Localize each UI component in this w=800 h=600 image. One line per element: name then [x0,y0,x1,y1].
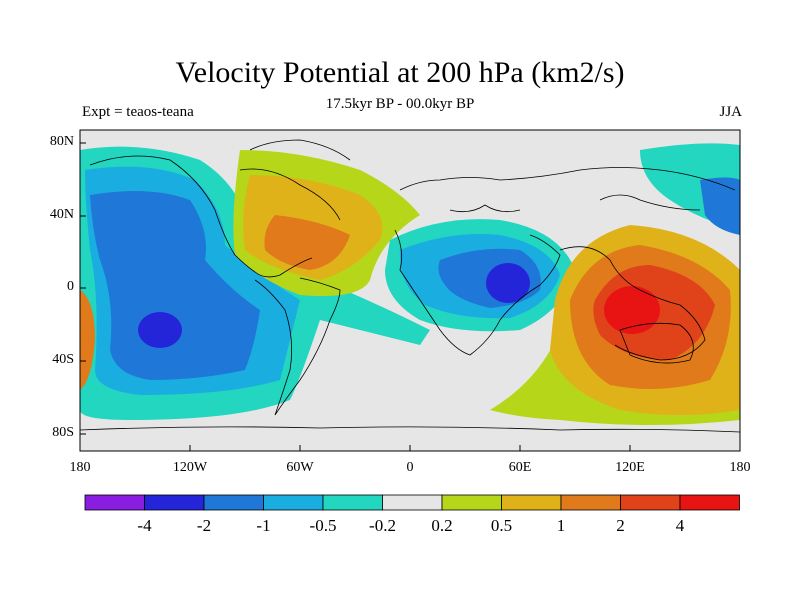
colorbar-swatch [84,494,145,511]
colorbar-swatch [144,494,205,511]
lon-tick-120e: 120E [615,460,645,475]
coastlines [80,139,740,433]
colorbar-swatch [560,494,621,511]
lon-tick-0: 0 [406,460,414,475]
africa-field-level-4 [486,263,530,303]
map-subtitle: 17.5kyr BP - 00.0kyr BP [325,96,475,112]
lat-tick-40n: 40N [49,207,74,222]
dateline-field [80,290,95,390]
pacific-field-level-4 [138,312,182,348]
colorbar-swatch [263,494,324,511]
colorbar-label: -1 [256,516,271,535]
pacific-field-level-3 [90,191,260,380]
colorbar-swatch [441,494,502,511]
lon-tick-60e: 60E [508,460,532,475]
map-field [80,130,740,451]
lat-tick-80s: 80S [52,425,74,440]
season-label: JJA [719,104,742,120]
lat-tick-40s: 40S [52,352,74,367]
colorbar-swatch [382,494,443,511]
axis-ticks [79,142,741,451]
lat-tick-80n: 80N [49,134,74,149]
colorbar [84,494,740,511]
maritime-field-level-4 [604,286,660,334]
lon-tick-180e: 180 [729,460,751,475]
map-title: Velocity Potential at 200 hPa (km2/s) [175,56,625,89]
colorbar-label: 0.2 [431,516,453,535]
colorbar-label: 4 [675,516,685,535]
lon-tick-180w: 180 [69,460,91,475]
colorbar-label: -2 [196,516,212,535]
experiment-label: Expt = teaos-teana [82,104,194,120]
colorbar-swatch [620,494,681,511]
colorbar-label: -0.2 [369,516,396,535]
colorbar-label: 2 [616,516,625,535]
atlantic-field-level-3 [264,215,350,270]
colorbar-swatch [322,494,383,511]
lon-tick-60w: 60W [286,460,314,475]
colorbar-label: -0.5 [309,516,337,535]
colorbar-label: 1 [556,516,566,535]
north-pacific-field-level-2 [700,177,740,235]
lat-tick-0: 0 [67,279,74,294]
colorbar-swatch [203,494,264,511]
lon-tick-120w: 120W [172,460,208,475]
colorbar-label: -4 [137,516,152,535]
colorbar-swatch [679,494,740,511]
colorbar-label: 0.5 [490,516,513,535]
colorbar-swatch [501,494,562,511]
